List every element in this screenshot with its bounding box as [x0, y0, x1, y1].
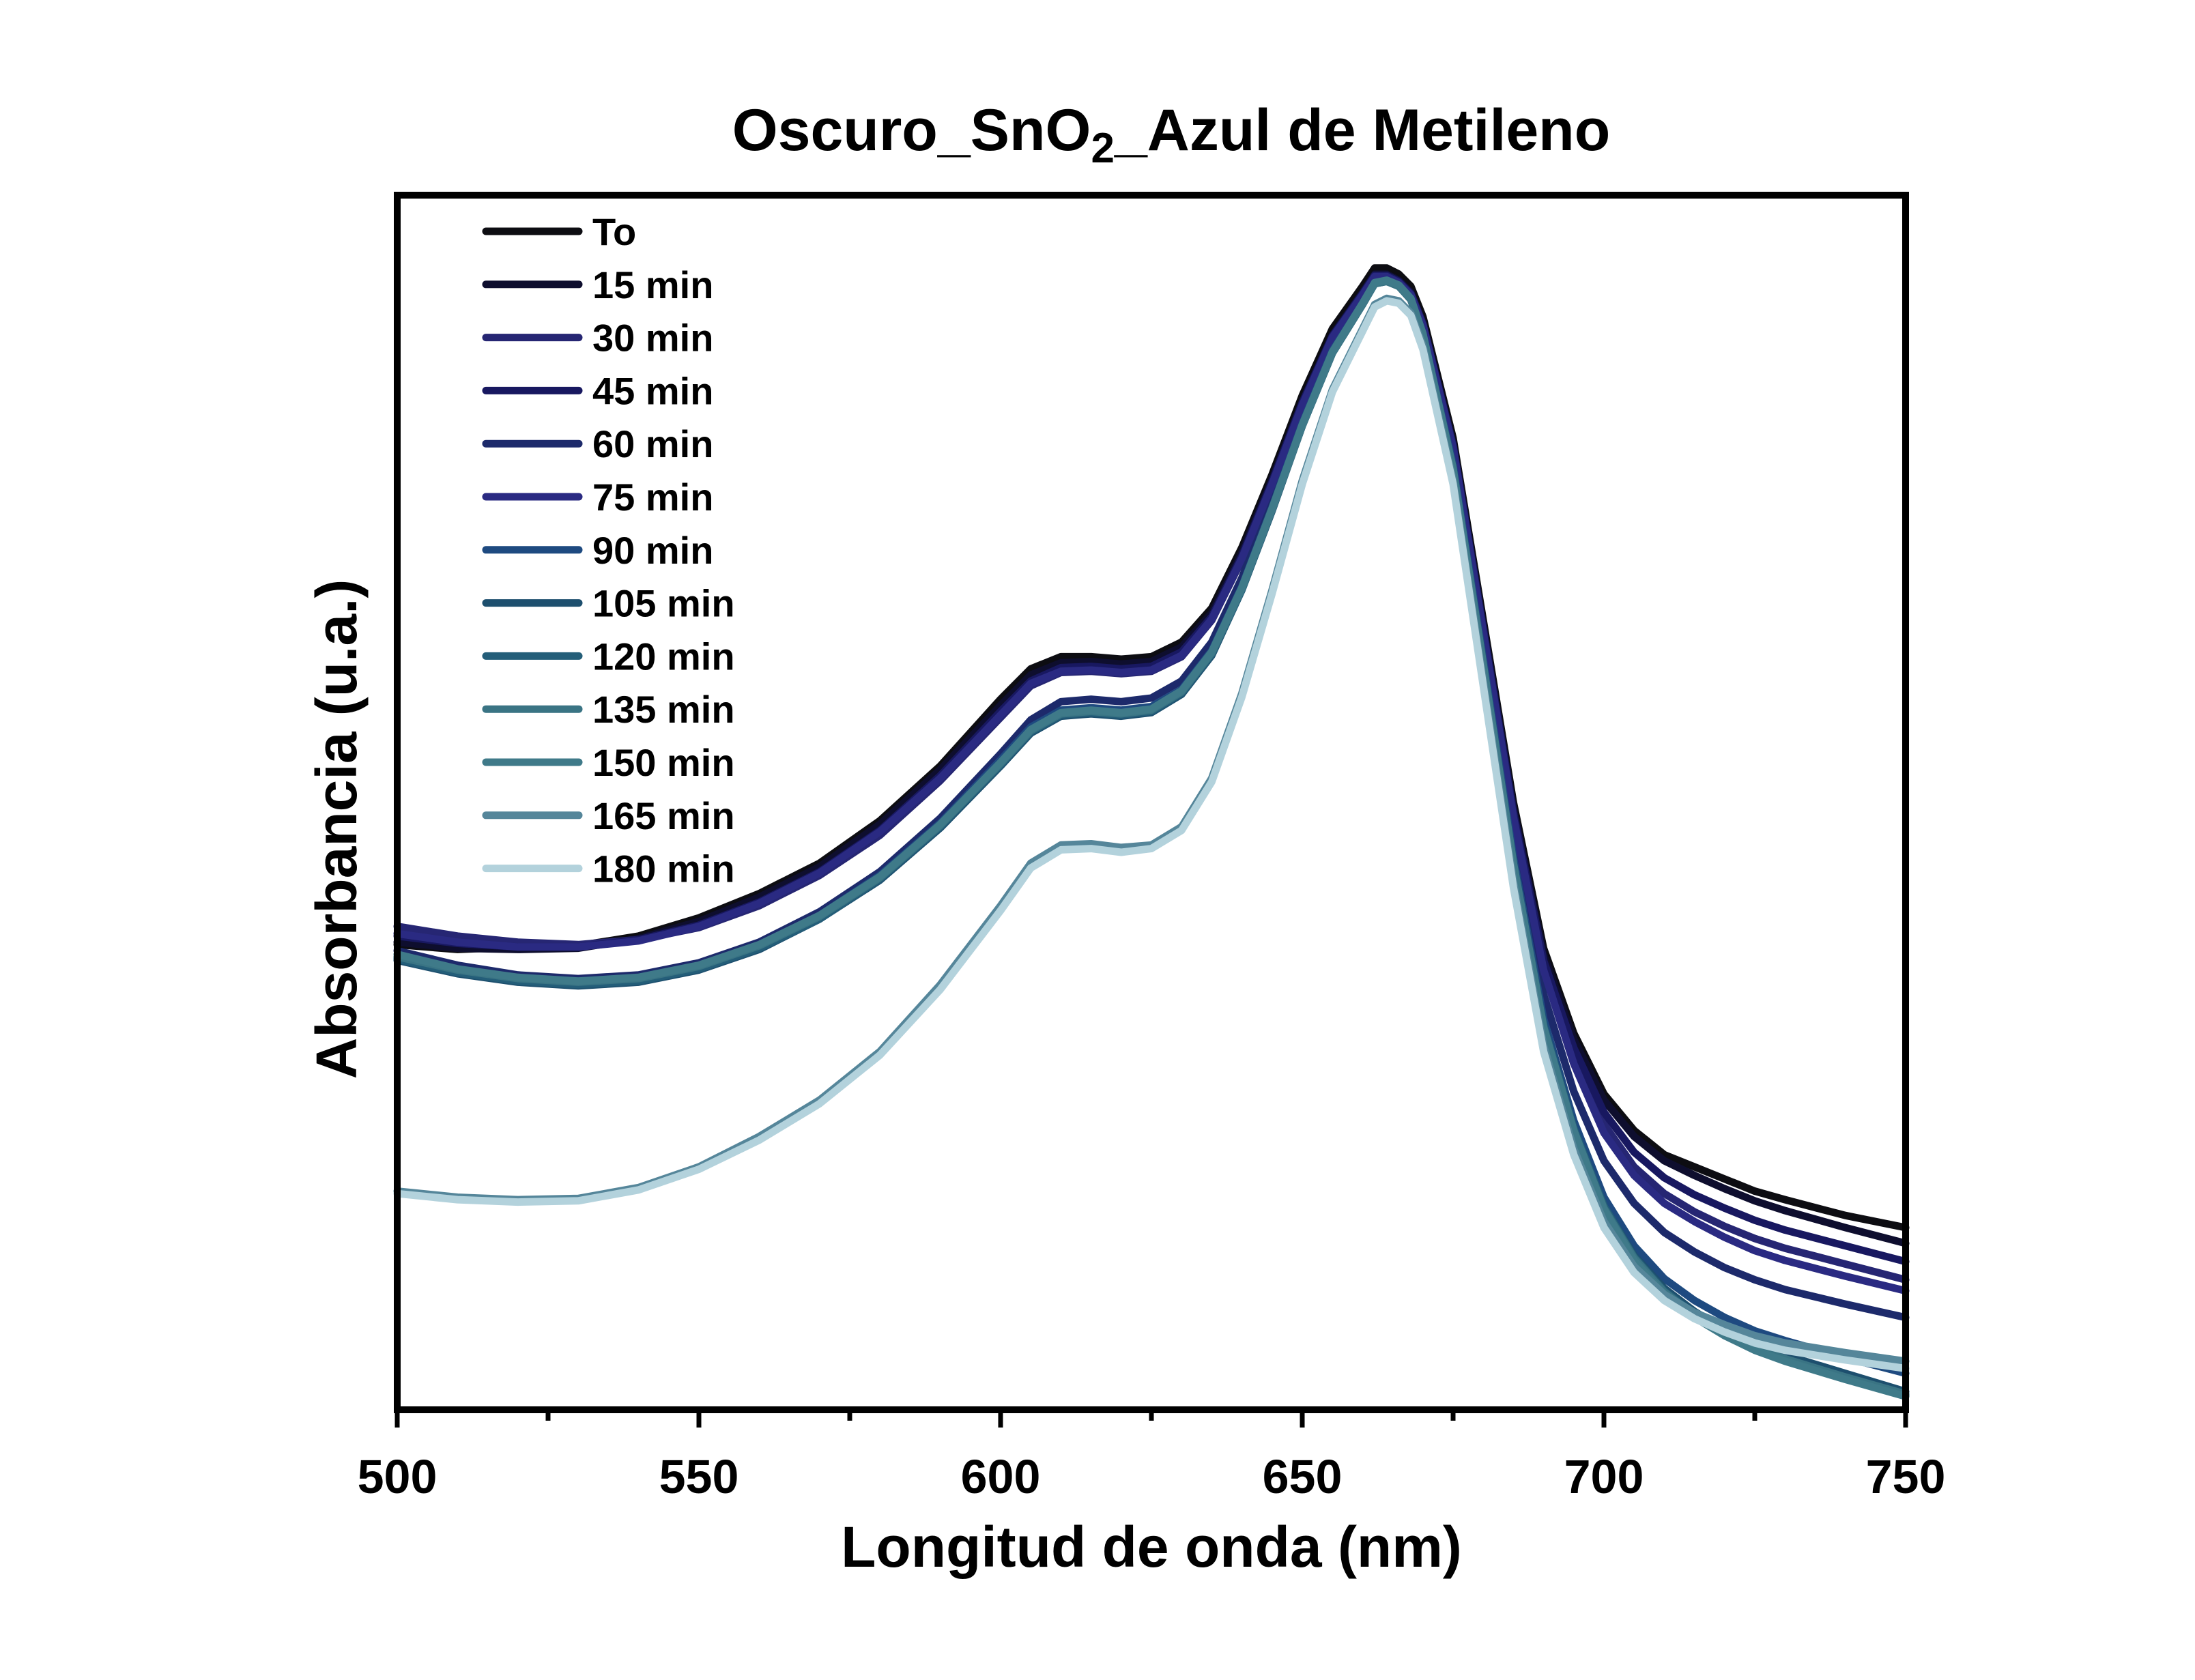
- legend-label: 30 min: [592, 317, 713, 360]
- legend-label: 135 min: [592, 688, 735, 731]
- series-line-5: [393, 272, 1910, 1295]
- legend: To 15 min 30 min 45 min 60 min 75 min 90 min 10…: [482, 210, 735, 890]
- x-tick-label: 700: [1564, 1450, 1644, 1503]
- chart-title-prefix: Oscuro_SnO: [732, 98, 1091, 163]
- x-tick-label: 750: [1866, 1450, 1946, 1503]
- legend-label: 105 min: [592, 582, 735, 625]
- legend-label: 90 min: [592, 529, 713, 572]
- x-axis-tick-labels: 500 550 600 650 700 750: [358, 1450, 1946, 1503]
- chart-title: Oscuro_SnO2_Azul de Metileno: [732, 98, 1610, 172]
- y-axis-label: Absorbancia (u.a.): [304, 579, 369, 1080]
- legend-label: 120 min: [592, 635, 735, 678]
- x-tick-label: 600: [961, 1450, 1041, 1503]
- legend-label: 45 min: [592, 369, 713, 412]
- series-line-12: [393, 297, 1910, 1372]
- x-tick-label: 650: [1263, 1450, 1343, 1503]
- legend-label: 150 min: [592, 741, 735, 784]
- legend-label: To: [592, 210, 636, 253]
- x-tick-label: 550: [659, 1450, 739, 1503]
- legend-label: 75 min: [592, 476, 713, 519]
- legend-label: 15 min: [592, 263, 713, 306]
- x-axis-ticks: [394, 1410, 1908, 1428]
- legend-label: 165 min: [592, 794, 735, 837]
- legend-label: 180 min: [592, 848, 735, 890]
- x-tick-label: 500: [358, 1450, 437, 1503]
- legend-label: 60 min: [592, 422, 713, 465]
- x-axis-label: Longitud de onda (nm): [841, 1515, 1462, 1579]
- chart-title-suffix: _Azul de Metileno: [1114, 98, 1610, 163]
- series-group: [393, 264, 1910, 1400]
- chart-title-subscript: 2: [1091, 125, 1114, 172]
